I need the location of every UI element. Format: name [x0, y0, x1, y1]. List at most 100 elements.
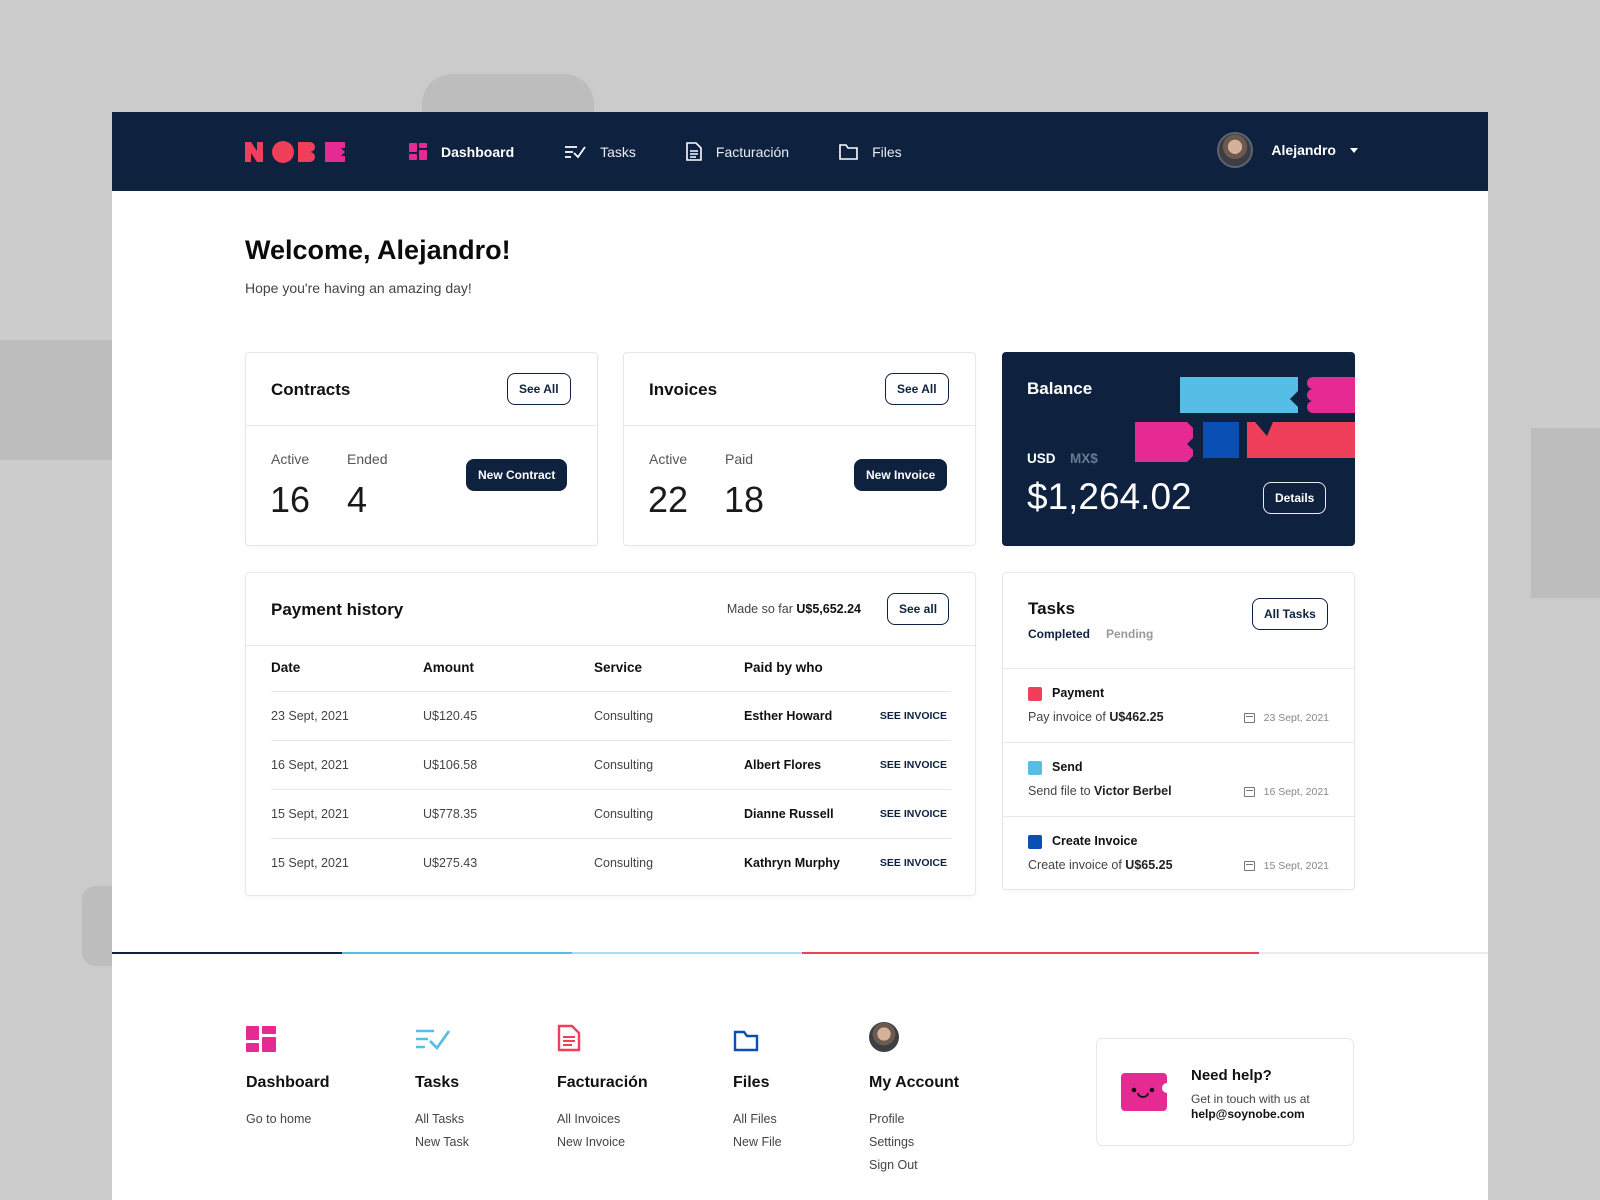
stat-label: Paid	[725, 451, 754, 467]
payment-see-all-button[interactable]: See all	[887, 593, 950, 625]
task-description: Pay invoice of U$462.25	[1028, 710, 1164, 724]
contracts-see-all-button[interactable]: See All	[507, 373, 571, 405]
help-email-link[interactable]: help@soynobe.com	[1191, 1107, 1305, 1121]
task-desc-prefix: Pay invoice of	[1028, 710, 1106, 724]
cell-paid-by: Dianne Russell	[744, 789, 863, 839]
made-so-far-value: U$5,652.24	[796, 602, 861, 616]
column-header	[862, 645, 951, 692]
footer-column-title: Files	[733, 1074, 770, 1091]
cell-paid-by: Kathryn Murphy	[744, 855, 840, 870]
contracts-card: Contracts See All Active 16 Ended 4 New …	[245, 352, 598, 546]
see-invoice-link[interactable]: SEE INVOICE	[879, 856, 947, 869]
cell-service: Consulting	[594, 855, 654, 870]
task-color-marker	[1028, 761, 1042, 775]
avatar	[869, 1022, 959, 1052]
stat-label: Active	[649, 451, 688, 467]
payment-history-table: Date Amount Service Paid by who 23 Sept,…	[271, 645, 951, 887]
balance-decoration	[1135, 377, 1355, 462]
footer-link[interactable]: All Files	[733, 1112, 777, 1126]
task-desc-value: U$65.25	[1125, 858, 1173, 872]
table-row: 16 Sept, 2021 U$106.58 Consulting Albert…	[271, 740, 951, 790]
help-title: Need help?	[1191, 1067, 1272, 1084]
nav-item-files[interactable]: Files	[839, 144, 902, 160]
stat-label: Ended	[347, 451, 388, 467]
task-desc-prefix: Create invoice of	[1028, 858, 1122, 872]
cell-service: Consulting	[594, 789, 744, 839]
cell-service: Consulting	[594, 691, 744, 741]
column-header: Date	[271, 645, 423, 692]
nav-item-label: Facturación	[715, 143, 790, 160]
invoices-see-all-button[interactable]: See All	[885, 373, 949, 405]
calendar-icon	[1243, 713, 1255, 723]
footer-link[interactable]: Settings	[869, 1135, 915, 1149]
tab-pending[interactable]: Pending	[1106, 627, 1154, 641]
folder-icon	[839, 143, 858, 160]
cell-amount: U$120.45	[423, 691, 594, 741]
task-name: Send	[1052, 760, 1083, 774]
made-so-far: Made so far U$5,652.24	[727, 602, 861, 616]
nav-item-label: Files	[872, 143, 902, 160]
nav-item-tasks[interactable]: Tasks	[564, 144, 636, 160]
new-invoice-button[interactable]: New Invoice	[854, 459, 948, 491]
nav-item-facturacion[interactable]: Facturación	[686, 142, 789, 161]
nav-item-dashboard[interactable]: Dashboard	[409, 143, 514, 160]
list-item[interactable]: Create Invoice Create invoice of U$65.25…	[1003, 816, 1354, 890]
task-name: Create Invoice	[1052, 834, 1138, 848]
user-name: Alejandro	[1271, 142, 1336, 158]
cell-paid-by: Albert Flores	[744, 740, 863, 790]
footer-column-files: Files All Files New File	[733, 1022, 782, 1154]
footer-link[interactable]: New File	[733, 1135, 782, 1149]
table-header-row: Date Amount Service Paid by who	[271, 645, 951, 692]
tab-completed[interactable]: Completed	[1028, 627, 1091, 641]
footer-link[interactable]: All Tasks	[415, 1112, 465, 1126]
card-title: Tasks	[1028, 599, 1075, 618]
task-color-marker	[1028, 687, 1042, 701]
divider	[246, 425, 597, 426]
divider	[624, 425, 975, 426]
footer-link[interactable]: New Task	[415, 1135, 469, 1149]
stat-value: 18	[724, 479, 765, 520]
card-title: Invoices	[649, 380, 718, 399]
column-header: Amount	[423, 645, 594, 692]
list-item[interactable]: Send Send file to Victor Berbel 16 Sept,…	[1003, 742, 1354, 816]
see-invoice-link[interactable]: SEE INVOICE	[862, 789, 951, 839]
folder-icon	[733, 1022, 782, 1052]
footer-link[interactable]: Go to home	[246, 1112, 312, 1126]
footer-link[interactable]: All Invoices	[557, 1112, 621, 1126]
footer-link[interactable]: Profile	[869, 1112, 905, 1126]
main-nav: Dashboard Tasks Facturación Files	[409, 142, 952, 161]
footer-column-dashboard: Dashboard Go to home	[246, 1022, 330, 1131]
footer-link[interactable]: New Invoice	[557, 1135, 626, 1149]
dashboard-icon	[246, 1022, 330, 1052]
cell-date: 23 Sept, 2021	[271, 691, 423, 741]
nobe-logo[interactable]	[245, 140, 351, 164]
footer-link[interactable]: Sign Out	[869, 1158, 918, 1172]
chevron-down-icon	[1350, 147, 1358, 153]
task-name: Payment	[1052, 686, 1105, 700]
tasks-card: Tasks Completed Pending All Tasks Paymen…	[1002, 572, 1355, 890]
help-text-line: Get in touch with us at	[1191, 1092, 1310, 1106]
invoices-card: Invoices See All Active 22 Paid 18 New I…	[623, 352, 976, 546]
currency-usd-tab[interactable]: USD	[1027, 451, 1056, 466]
task-date-text: 15 Sept, 2021	[1263, 860, 1329, 872]
all-tasks-button[interactable]: All Tasks	[1252, 598, 1328, 630]
footer-column-tasks: Tasks All Tasks New Task	[415, 1022, 469, 1154]
calendar-icon	[1243, 861, 1255, 871]
avatar	[1217, 132, 1254, 168]
table-row: 15 Sept, 2021 U$778.35 Consulting Dianne…	[271, 789, 951, 839]
background-shape	[1531, 428, 1600, 598]
tasks-icon	[564, 145, 586, 159]
see-invoice-link[interactable]: SEE INVOICE	[862, 740, 951, 790]
nav-item-label: Tasks	[600, 143, 636, 160]
list-item[interactable]: Payment Pay invoice of U$462.25 23 Sept,…	[1003, 668, 1354, 742]
task-date: 23 Sept, 2021	[1243, 712, 1329, 724]
new-contract-button[interactable]: New Contract	[466, 459, 568, 491]
user-menu[interactable]: Alejandro	[1217, 132, 1358, 168]
balance-details-button[interactable]: Details	[1263, 482, 1327, 514]
page-title: Welcome, Alejandro!	[245, 235, 511, 265]
cell-date: 15 Sept, 2021	[271, 855, 349, 870]
stat-value: 4	[347, 479, 368, 520]
column-header: Paid by who	[744, 645, 863, 692]
currency-mxn-tab[interactable]: MX$	[1070, 451, 1098, 466]
see-invoice-link[interactable]: SEE INVOICE	[862, 691, 951, 741]
